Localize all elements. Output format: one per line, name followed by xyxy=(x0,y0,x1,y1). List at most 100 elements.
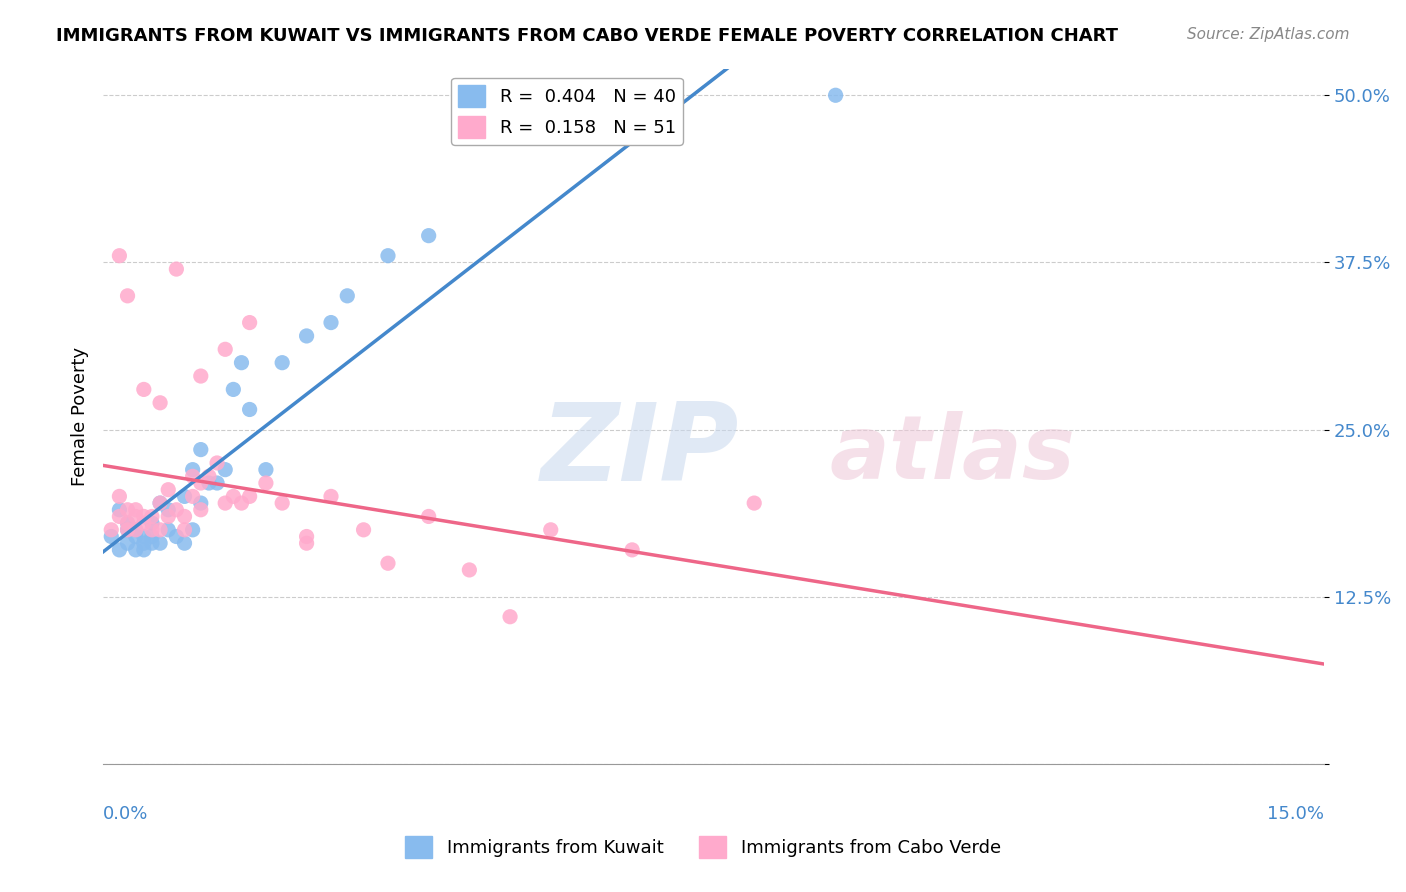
Point xyxy=(181,469,204,483)
Point xyxy=(353,523,375,537)
Point xyxy=(125,529,148,543)
Point xyxy=(141,523,163,537)
Point xyxy=(205,456,228,470)
Point xyxy=(173,489,195,503)
Point xyxy=(254,476,277,491)
Point xyxy=(117,502,139,516)
Point xyxy=(231,496,253,510)
Legend: Immigrants from Kuwait, Immigrants from Cabo Verde: Immigrants from Kuwait, Immigrants from … xyxy=(398,829,1008,865)
Point xyxy=(165,502,187,516)
Point xyxy=(198,476,221,491)
Point xyxy=(132,516,155,530)
Point xyxy=(125,509,148,524)
Point xyxy=(319,316,342,330)
Y-axis label: Female Poverty: Female Poverty xyxy=(72,347,89,486)
Point xyxy=(418,228,440,243)
Point xyxy=(205,476,228,491)
Point xyxy=(824,88,846,103)
Point xyxy=(181,463,204,477)
Point xyxy=(239,402,262,417)
Point xyxy=(125,502,148,516)
Point xyxy=(214,496,236,510)
Point xyxy=(149,396,172,410)
Point xyxy=(173,536,195,550)
Text: ZIP: ZIP xyxy=(541,398,740,504)
Point xyxy=(141,509,163,524)
Point xyxy=(117,523,139,537)
Point xyxy=(295,529,318,543)
Point xyxy=(295,329,318,343)
Point xyxy=(149,523,172,537)
Point xyxy=(117,516,139,530)
Point xyxy=(239,316,262,330)
Point xyxy=(132,529,155,543)
Point xyxy=(117,289,139,303)
Point xyxy=(165,262,187,277)
Point xyxy=(377,556,399,570)
Point xyxy=(231,356,253,370)
Point xyxy=(190,442,212,457)
Point xyxy=(271,496,294,510)
Point xyxy=(377,249,399,263)
Point xyxy=(222,489,245,503)
Point xyxy=(190,369,212,384)
Point xyxy=(222,383,245,397)
Point xyxy=(621,542,644,557)
Point xyxy=(742,496,765,510)
Point xyxy=(125,523,148,537)
Point xyxy=(157,523,180,537)
Text: Source: ZipAtlas.com: Source: ZipAtlas.com xyxy=(1187,27,1350,42)
Point xyxy=(125,523,148,537)
Point xyxy=(157,483,180,497)
Point xyxy=(132,536,155,550)
Point xyxy=(125,542,148,557)
Point xyxy=(108,489,131,503)
Point xyxy=(100,523,122,537)
Point xyxy=(271,356,294,370)
Point xyxy=(458,563,481,577)
Point xyxy=(499,609,522,624)
Point xyxy=(117,523,139,537)
Point xyxy=(108,509,131,524)
Point xyxy=(181,489,204,503)
Point xyxy=(149,536,172,550)
Point xyxy=(540,523,562,537)
Legend: R =  0.404   N = 40, R =  0.158   N = 51: R = 0.404 N = 40, R = 0.158 N = 51 xyxy=(451,78,683,145)
Point xyxy=(173,509,195,524)
Point xyxy=(132,509,155,524)
Point xyxy=(319,489,342,503)
Point xyxy=(254,463,277,477)
Point xyxy=(418,509,440,524)
Point xyxy=(117,516,139,530)
Point xyxy=(165,529,187,543)
Point xyxy=(336,289,359,303)
Point xyxy=(173,523,195,537)
Point xyxy=(141,516,163,530)
Point xyxy=(214,463,236,477)
Point xyxy=(157,502,180,516)
Text: atlas: atlas xyxy=(830,411,1076,498)
Point xyxy=(108,502,131,516)
Point xyxy=(108,542,131,557)
Point xyxy=(239,489,262,503)
Point xyxy=(100,529,122,543)
Point xyxy=(190,502,212,516)
Point xyxy=(132,383,155,397)
Text: IMMIGRANTS FROM KUWAIT VS IMMIGRANTS FROM CABO VERDE FEMALE POVERTY CORRELATION : IMMIGRANTS FROM KUWAIT VS IMMIGRANTS FRO… xyxy=(56,27,1118,45)
Point xyxy=(190,476,212,491)
Point xyxy=(149,496,172,510)
Point xyxy=(295,536,318,550)
Point xyxy=(198,469,221,483)
Point xyxy=(181,523,204,537)
Point xyxy=(149,496,172,510)
Text: 15.0%: 15.0% xyxy=(1267,805,1324,823)
Point xyxy=(117,536,139,550)
Point xyxy=(141,529,163,543)
Text: 0.0%: 0.0% xyxy=(103,805,149,823)
Point xyxy=(214,343,236,357)
Point xyxy=(132,542,155,557)
Point xyxy=(141,536,163,550)
Point xyxy=(190,496,212,510)
Point xyxy=(157,509,180,524)
Point xyxy=(108,249,131,263)
